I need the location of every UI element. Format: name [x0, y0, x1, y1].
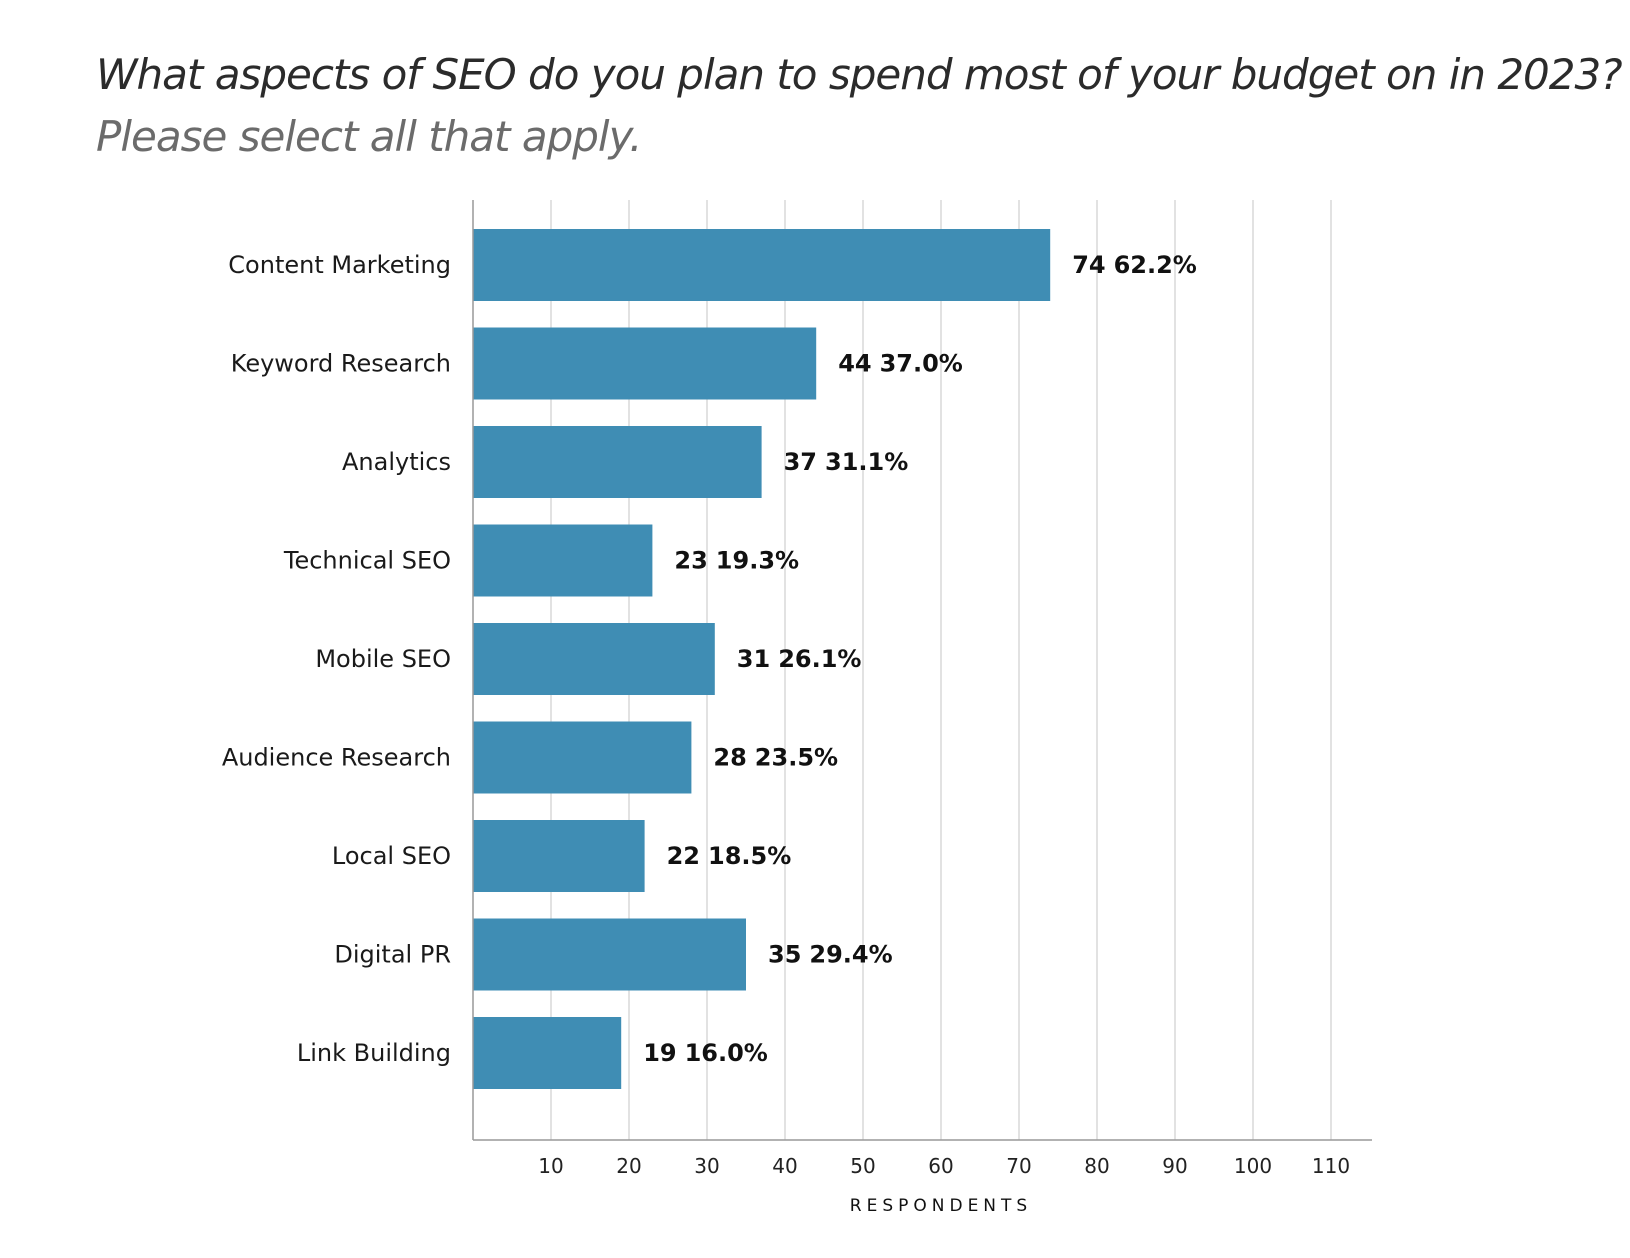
value-label: 37 31.1%	[784, 448, 909, 476]
bar	[473, 524, 653, 597]
bar	[473, 820, 645, 892]
chart-title: What aspects of SEO do you plan to spend…	[96, 44, 1623, 168]
percent-label: 19.3%	[716, 547, 799, 575]
category-label: Local SEO	[332, 842, 451, 870]
value-label: 35 29.4%	[768, 941, 893, 969]
category-labels: Content Marketing Keyword Research Analyti…	[222, 251, 451, 1067]
value-label: 28 23.5%	[713, 744, 838, 772]
category-label: Content Marketing	[228, 251, 451, 279]
chart-subtitle: Please select all that apply.	[96, 112, 643, 161]
gridlines	[550, 200, 1332, 1140]
x-tick-labels: 10 20 30 40 50 60 70 80 90 100 110	[538, 1154, 1350, 1178]
bar	[473, 1017, 622, 1089]
value-label: 31 26.1%	[737, 645, 862, 673]
x-axis-label: RESPONDENTS	[850, 1196, 1032, 1216]
bar	[473, 327, 817, 400]
category-label: Mobile SEO	[315, 645, 451, 673]
percent-label: 62.2%	[1114, 251, 1197, 279]
bars	[473, 229, 1051, 1089]
bar	[473, 229, 1051, 301]
percent-label: 23.5%	[755, 744, 838, 772]
category-label: Digital PR	[334, 941, 451, 969]
percent-label: 26.1%	[778, 645, 861, 673]
x-tick-label: 90	[1162, 1154, 1187, 1178]
category-label: Audience Research	[222, 744, 451, 772]
percent-label: 18.5%	[708, 842, 791, 870]
chart-title-main: What aspects of SEO do you plan to spend…	[96, 50, 1623, 99]
category-label: Technical SEO	[283, 547, 451, 575]
x-tick-label: 110	[1312, 1154, 1350, 1178]
x-tick-label: 50	[850, 1154, 875, 1178]
x-tick-label: 70	[1006, 1154, 1031, 1178]
bar	[473, 721, 692, 794]
x-tick-label: 80	[1084, 1154, 1109, 1178]
x-tick-label: 100	[1234, 1154, 1272, 1178]
bar	[473, 918, 746, 991]
percent-label: 29.4%	[809, 941, 892, 969]
value-label: 74 62.2%	[1072, 251, 1197, 279]
value-label: 22 18.5%	[667, 842, 792, 870]
x-tick-label: 30	[694, 1154, 719, 1178]
category-label: Analytics	[342, 448, 451, 476]
category-label: Keyword Research	[231, 350, 451, 378]
bar	[473, 623, 715, 695]
value-labels: 74 62.2% 44 37.0% 37 31.1% 23 19.3% 31 26.1% 28 23.…	[643, 251, 1197, 1067]
percent-label: 37.0%	[880, 350, 963, 378]
x-tick-label: 10	[538, 1154, 563, 1178]
percent-label: 31.1%	[825, 448, 908, 476]
x-tick-label: 20	[616, 1154, 641, 1178]
category-label: Link Building	[297, 1039, 451, 1067]
x-tick-label: 40	[772, 1154, 797, 1178]
bar	[473, 426, 762, 498]
value-label: 23 19.3%	[674, 547, 799, 575]
percent-label: 16.0%	[685, 1039, 768, 1067]
value-label: 44 37.0%	[838, 350, 963, 378]
x-tick-label: 60	[928, 1154, 953, 1178]
value-label: 19 16.0%	[643, 1039, 768, 1067]
